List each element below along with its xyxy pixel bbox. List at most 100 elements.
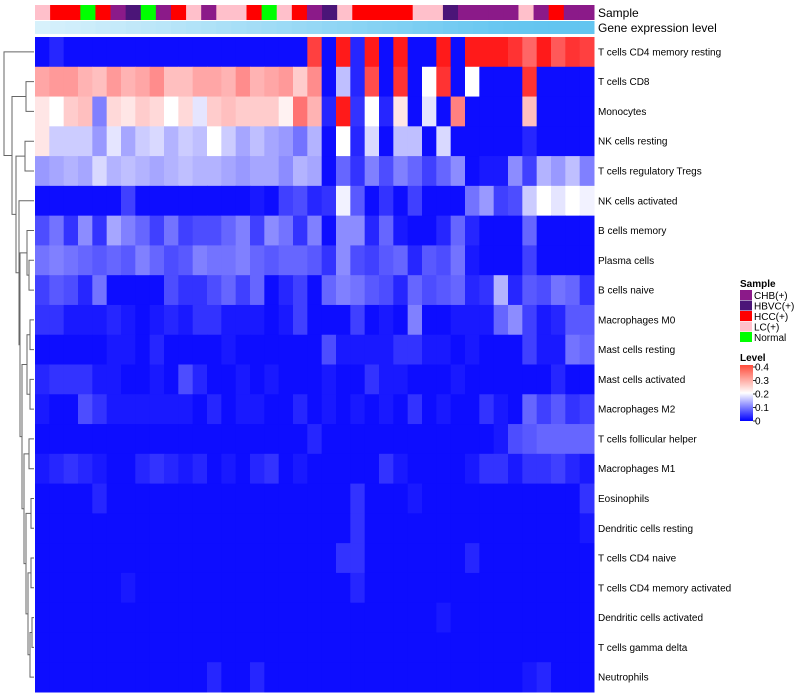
heatmap-cell [164, 185, 179, 217]
heatmap-cell [350, 364, 366, 395]
heatmap-cell [336, 37, 351, 68]
heatmap-cell [407, 424, 423, 455]
expression-annotation-cell [261, 21, 278, 34]
heatmap-cell [250, 245, 265, 276]
heatmap-cell [278, 245, 294, 276]
heatmap-cell [121, 126, 136, 157]
heatmap-cell [321, 334, 337, 365]
heatmap-cell [221, 185, 237, 217]
heatmap-cell [307, 334, 323, 365]
heatmap-cell [121, 602, 136, 633]
heatmap-cell [293, 483, 308, 514]
heatmap-cell [135, 453, 151, 485]
heatmap-cell [92, 453, 108, 485]
heatmap-cell [235, 156, 251, 187]
heatmap-cell [78, 572, 93, 604]
expression-annotation-cell [337, 21, 353, 34]
heatmap-cell [293, 543, 308, 574]
heatmap-cell [321, 394, 337, 425]
dendrogram-branch [29, 378, 34, 410]
dendrogram-branch [24, 140, 34, 172]
heatmap-cell [579, 185, 595, 217]
heatmap-cell [336, 245, 351, 276]
heatmap-cell [178, 185, 194, 217]
heatmap-cell [350, 215, 366, 246]
expression-annotation-cell [35, 21, 51, 34]
heatmap-cell [493, 156, 509, 187]
expression-annotation-cell [367, 21, 383, 34]
heatmap-cell [264, 513, 280, 544]
expression-annotation-cell [186, 21, 202, 34]
heatmap-cell [422, 394, 437, 425]
heatmap-cell [278, 156, 294, 187]
heatmap-cell [106, 662, 122, 693]
heatmap-cell [121, 364, 136, 395]
heatmap-cell [450, 245, 466, 276]
sample-annotation-cell [578, 5, 595, 20]
heatmap-cell [264, 185, 280, 217]
heatmap-cell [350, 66, 366, 98]
heatmap-cell [264, 215, 280, 246]
heatmap-cell [522, 602, 538, 633]
heatmap-cell [479, 572, 495, 604]
heatmap-cell [121, 483, 136, 514]
heatmap-cell [450, 126, 466, 157]
heatmap-cell [178, 364, 194, 395]
heatmap-cell [121, 185, 136, 217]
heatmap-cell [508, 126, 523, 157]
row-label: T cells CD8 [598, 77, 650, 88]
heatmap-cell [149, 245, 165, 276]
expression-annotation-cell [231, 21, 248, 34]
heatmap-cell [293, 37, 308, 68]
heatmap-cell [336, 453, 351, 485]
heatmap-cell [336, 424, 351, 455]
row-label: Dendritic cells resting [598, 524, 693, 535]
heatmap-cell [465, 602, 480, 633]
heatmap-cell [106, 632, 122, 663]
heatmap-cell [235, 66, 251, 98]
heatmap-cell [336, 543, 351, 574]
heatmap-cell [293, 66, 308, 98]
heatmap-cell [106, 453, 122, 485]
row-label: Macrophages M0 [598, 315, 676, 326]
heatmap-cell [149, 513, 165, 544]
sample-annotation-cell [170, 5, 187, 20]
heatmap-cell [250, 126, 265, 157]
heatmap-cell [407, 394, 423, 425]
heatmap-cell [235, 602, 251, 633]
heatmap-cell [522, 424, 538, 455]
heatmap-cell [78, 334, 93, 365]
heatmap-cell [221, 126, 237, 157]
heatmap-cell [493, 424, 509, 455]
heatmap-cell [551, 37, 566, 68]
heatmap-cell [207, 245, 222, 276]
heatmap-cell [350, 543, 366, 574]
heatmap-cell [235, 543, 251, 574]
sample-annotation-cell [291, 5, 308, 20]
sample-annotation-cell [503, 5, 519, 20]
heatmap-cell [393, 304, 409, 336]
dendrogram-branch [30, 557, 34, 589]
heatmap-cell [536, 662, 552, 693]
heatmap-cell [135, 394, 151, 425]
heatmap-cell [465, 572, 480, 604]
heatmap-cell [522, 632, 538, 663]
row-label: T cells regulatory Tregs [598, 167, 702, 178]
heatmap-cell [465, 513, 480, 544]
heatmap-cell [465, 662, 480, 693]
heatmap-cell [178, 96, 194, 127]
heatmap-cell [479, 543, 495, 574]
heatmap-cell [522, 37, 538, 68]
heatmap-cell [364, 453, 380, 485]
heatmap-cell [207, 334, 222, 365]
heatmap-cell [178, 602, 194, 633]
heatmap-cell [436, 37, 452, 68]
heatmap-cell [508, 483, 523, 514]
heatmap-cell [250, 156, 265, 187]
heatmap-cell [149, 483, 165, 514]
heatmap-cell [436, 662, 452, 693]
heatmap-cell [579, 543, 595, 574]
heatmap-cell [35, 483, 50, 514]
heatmap-cell [450, 215, 466, 246]
heatmap-cell [508, 543, 523, 574]
